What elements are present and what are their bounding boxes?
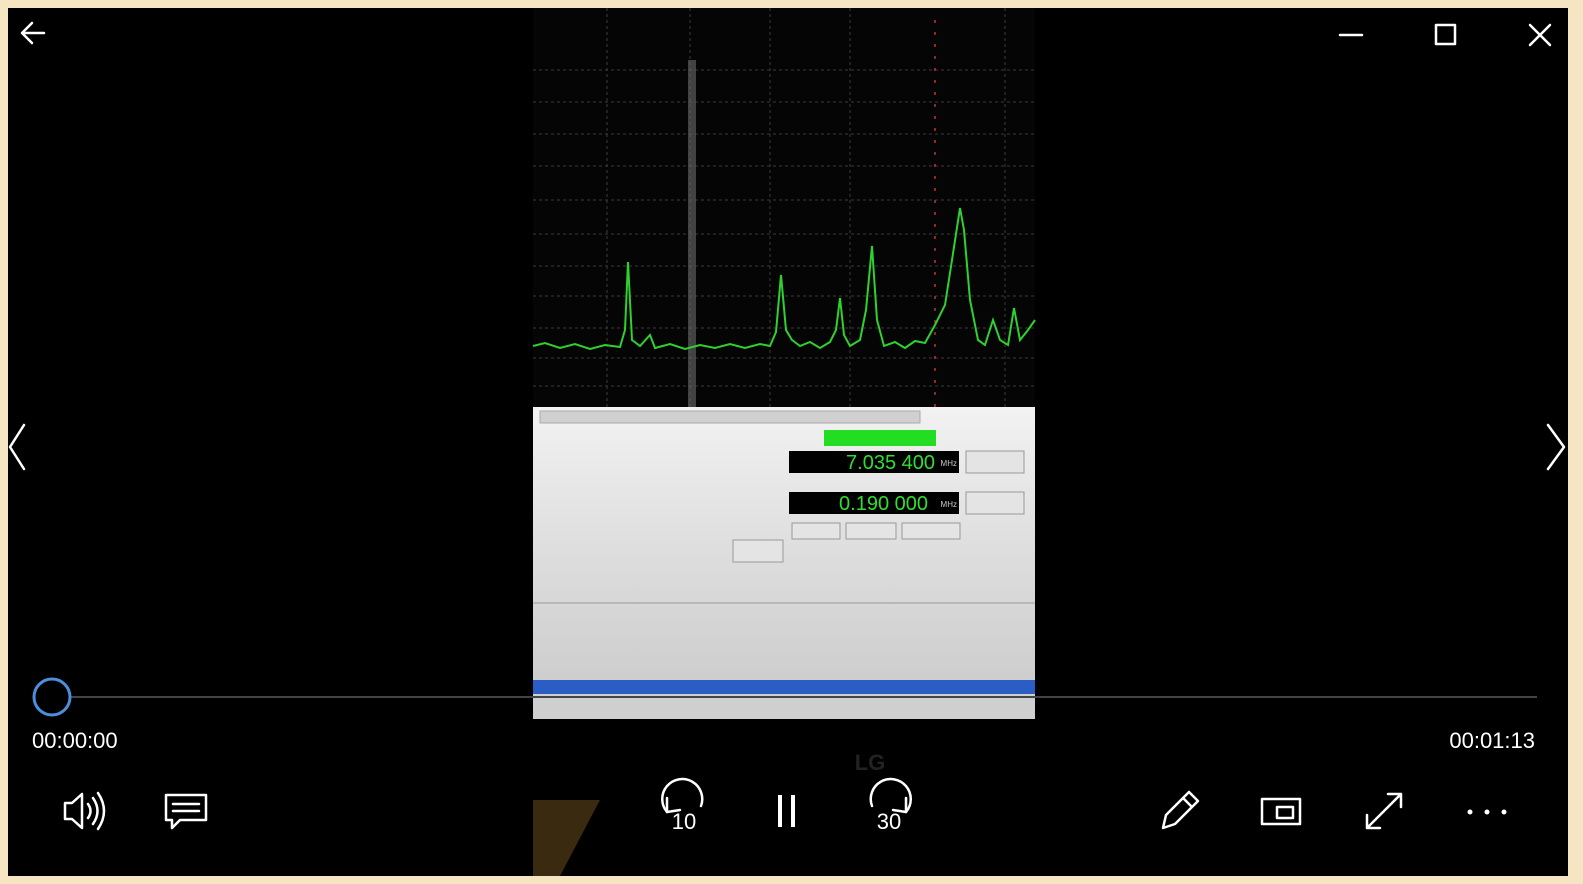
current-time: 00:00:00 bbox=[32, 728, 118, 753]
skip-forward-seconds: 30 bbox=[877, 809, 901, 834]
frequency-unit: MHz bbox=[941, 459, 957, 468]
page: {"player": {"current_time": "00:00:00", … bbox=[0, 0, 1583, 884]
software-panel bbox=[533, 407, 1035, 719]
status-bar bbox=[824, 430, 936, 446]
progress-thumb[interactable] bbox=[34, 679, 70, 715]
span-value: 0.190 000 bbox=[839, 493, 928, 515]
span-unit: MHz bbox=[941, 500, 957, 509]
frequency-value: 7.035 400 bbox=[846, 452, 935, 474]
center-line bbox=[688, 60, 696, 408]
skip-back-seconds: 10 bbox=[672, 809, 696, 834]
taskbar bbox=[533, 680, 1035, 694]
panel-tabs bbox=[540, 411, 920, 423]
duration: 00:01:13 bbox=[1449, 728, 1535, 753]
player-window: 7.035 400 MHz 0.190 000 MHz LG 00:00:00 … bbox=[0, 0, 1583, 884]
monitor-brand: LG bbox=[855, 750, 886, 775]
